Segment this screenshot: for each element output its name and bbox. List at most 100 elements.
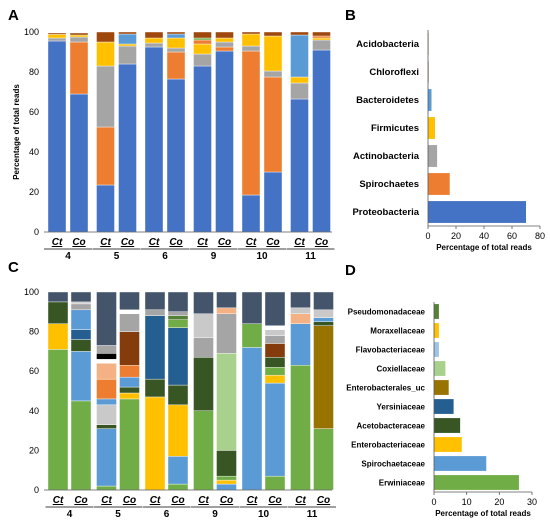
bar-segment: [118, 43, 137, 47]
group-label: 5: [114, 251, 120, 262]
bar-segment: [264, 291, 286, 326]
bar-segment: [144, 42, 164, 48]
bar-segment: [290, 365, 311, 491]
bar-segment: [264, 367, 286, 376]
bar-segment: [264, 374, 286, 384]
bar-segment: [119, 291, 140, 311]
bar-segment: [96, 353, 117, 360]
y-tick-label: 40: [29, 406, 39, 416]
x-axis-title: Percentage of total reads: [435, 509, 531, 518]
bar-label-ct: Ct: [198, 495, 209, 506]
bar-segment: [166, 51, 186, 80]
bar-segment: [264, 325, 286, 330]
bar-segment: [69, 36, 89, 43]
bar-segment: [264, 382, 286, 477]
x-tick-label: 20: [494, 497, 504, 507]
bar: [434, 380, 449, 395]
y-tick-label: 20: [29, 445, 39, 455]
bar-segment: [167, 291, 189, 312]
bar-segment: [119, 331, 140, 366]
category-label: Erwiniaceae: [379, 479, 426, 488]
bar-segment: [193, 313, 214, 338]
y-tick-label: 0: [34, 227, 39, 237]
x-tick-label: 80: [535, 231, 545, 241]
bar-segment: [70, 309, 92, 330]
bar-segment: [47, 37, 67, 42]
category-label: Firmicutes: [371, 123, 419, 134]
bar-segment: [290, 31, 309, 36]
bar-segment: [193, 410, 214, 491]
bar-segment: [241, 31, 261, 35]
bar-segment: [166, 47, 186, 53]
bar-segment: [215, 41, 234, 48]
y-tick-label: 60: [29, 366, 39, 376]
bar-segment: [263, 31, 283, 37]
bar-segment: [241, 323, 263, 348]
bar-segment: [313, 291, 334, 311]
bar-segment: [166, 33, 186, 39]
bar-segment: [118, 31, 137, 35]
bar-segment: [241, 347, 263, 491]
bar-label-co: Co: [72, 237, 85, 248]
bar-segment: [70, 301, 92, 305]
x-tick-label: 10: [462, 497, 472, 507]
bar-segment: [312, 35, 331, 39]
bar-segment: [144, 315, 166, 380]
bar-label-ct: Ct: [197, 237, 208, 248]
bar-segment: [193, 337, 214, 358]
category-label: Spirochaetaceae: [361, 460, 425, 469]
x-tick-label: 0: [425, 231, 430, 241]
bar-label-co: Co: [74, 495, 87, 506]
bar-segment: [216, 307, 237, 314]
bar-segment: [193, 37, 212, 41]
bar-segment: [96, 404, 117, 425]
bar-segment: [96, 184, 115, 233]
bar-segment: [96, 424, 117, 429]
bar-segment: [166, 31, 186, 35]
panel-a-stacked-chart: 0 20 40 60 80 100 Percentage of total reads Ct C…: [12, 27, 335, 262]
bar-segment: [167, 456, 189, 485]
panel-letter-c: C: [8, 259, 19, 276]
bar-segment: [290, 313, 311, 324]
category-label: Enterobacterales_uc: [346, 384, 425, 393]
bar-segment: [119, 392, 140, 400]
bar-segment: [167, 384, 189, 406]
bar-segment: [119, 309, 140, 314]
bar: [428, 173, 450, 195]
bar-segment: [167, 315, 189, 320]
bar-segment: [263, 171, 283, 233]
category-label: Coxiellaceae: [377, 365, 426, 374]
bar-segment: [144, 396, 166, 491]
panel-letter-d: D: [345, 262, 356, 279]
y-tick-label: 40: [29, 147, 39, 157]
category-label: Moraxellaceae: [370, 327, 425, 336]
bar-segment: [47, 349, 69, 491]
bar-segment: [70, 351, 92, 402]
bar-segment: [119, 376, 140, 388]
y-tick-label: 100: [24, 287, 39, 297]
x-axis-title: Percentage of total reads: [436, 243, 532, 252]
bar-segment: [215, 50, 234, 233]
bar-label-co: Co: [169, 237, 182, 248]
bar-segment: [290, 323, 311, 366]
group-label: 6: [164, 509, 170, 520]
bar: [434, 342, 439, 357]
bar-segment: [241, 194, 261, 233]
bar-segment: [193, 53, 212, 67]
bar-label-ct: Ct: [53, 495, 64, 506]
bar-segment: [167, 319, 189, 328]
bar-segment: [69, 34, 89, 38]
bar-segment: [264, 335, 286, 344]
bar-segment: [96, 428, 117, 487]
y-tick-label: 80: [29, 67, 39, 77]
bar-segment: [119, 365, 140, 378]
bar-segment: [263, 35, 283, 72]
bar-segment: [263, 70, 283, 78]
y-tick-label: 60: [29, 107, 39, 117]
bar-segment: [313, 325, 334, 429]
bar-label-ct: Ct: [295, 495, 306, 506]
category-label: Yersiniaceae: [377, 403, 426, 412]
bar-label-ct: Ct: [52, 237, 63, 248]
bar-segment: [216, 313, 237, 354]
bar-segment: [264, 357, 286, 368]
